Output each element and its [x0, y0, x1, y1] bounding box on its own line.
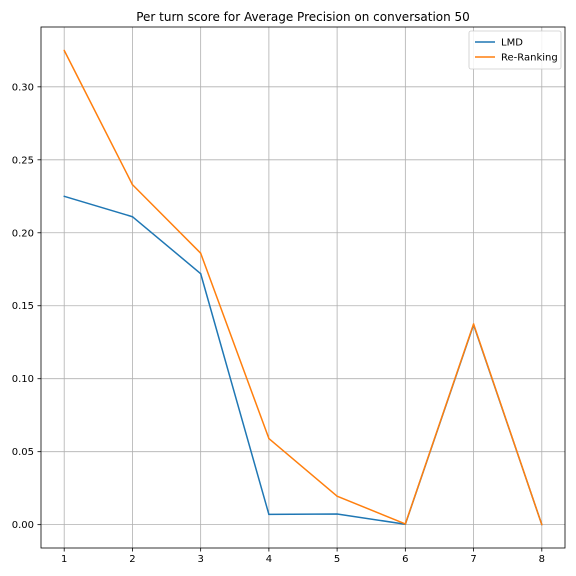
data-point-re-ranking — [131, 183, 134, 186]
series-line-re-ranking — [63, 50, 543, 525]
data-point-lmd — [63, 195, 65, 198]
y-tick-label: 0.30 — [12, 82, 34, 93]
grid-lines — [41, 27, 565, 548]
legend-label-lmd: LMD — [501, 38, 523, 49]
legend-box — [468, 30, 562, 70]
data-point-re-ranking — [404, 523, 407, 525]
data-point-lmd — [199, 272, 202, 275]
legend: LMD Re-Ranking — [468, 30, 562, 70]
y-tick-label: 0.25 — [12, 155, 34, 166]
y-tick-label: 0.05 — [12, 447, 34, 458]
x-tick-label: 4 — [266, 554, 272, 565]
series-lines — [63, 49, 543, 526]
y-tick-label: 0.15 — [12, 301, 34, 312]
x-tick-label: 3 — [197, 554, 203, 565]
x-tick-label: 5 — [334, 554, 340, 565]
x-tick-label: 2 — [129, 554, 135, 565]
x-tick-label: 8 — [539, 554, 545, 565]
data-point-re-ranking — [63, 49, 65, 52]
x-tick-label: 1 — [61, 554, 67, 565]
x-tick-label: 6 — [402, 554, 408, 565]
data-point-lmd — [131, 215, 134, 218]
data-point-lmd — [268, 513, 270, 516]
chart-title: Per turn score for Average Precision on … — [136, 10, 470, 24]
data-point-lmd — [336, 513, 338, 515]
data-point-re-ranking — [199, 252, 202, 254]
legend-label-re-ranking: Re-Ranking — [501, 53, 558, 64]
axis-ticks: 1 2 3 4 5 6 7 8 0.00 0.05 0.10 0.15 0.20 0.25 0.30 — [12, 82, 545, 565]
y-tick-label: 0.10 — [12, 374, 34, 385]
plot-area-frame — [40, 26, 566, 549]
data-point-re-ranking — [541, 523, 543, 526]
data-point-re-ranking — [268, 437, 270, 440]
data-point-re-ranking — [336, 495, 338, 497]
y-tick-label: 0.20 — [12, 228, 34, 239]
y-tick-label: 0.00 — [12, 520, 34, 531]
data-point-re-ranking — [472, 323, 475, 325]
x-tick-label: 7 — [470, 554, 476, 565]
